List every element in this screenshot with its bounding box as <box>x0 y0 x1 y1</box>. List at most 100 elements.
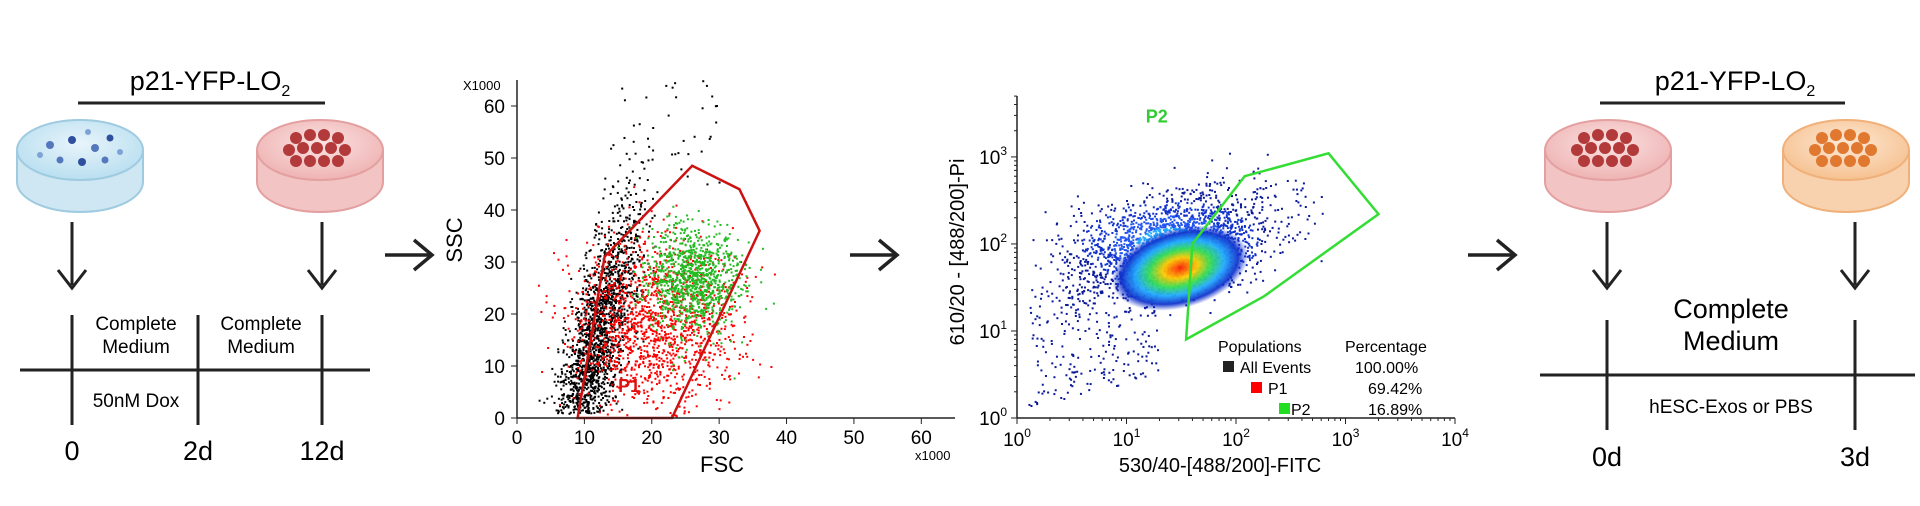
density-point <box>1115 261 1118 264</box>
scatter-point <box>689 305 692 308</box>
scatter-point <box>610 342 613 345</box>
scatter-point <box>586 241 589 244</box>
scatter-point <box>601 295 604 298</box>
scatter-point <box>655 328 658 331</box>
scatter-point <box>630 246 633 249</box>
scatter-point <box>680 290 683 293</box>
scatter-point <box>632 342 635 345</box>
scatter-point <box>623 314 626 317</box>
scatter-point <box>613 282 616 285</box>
scatter-point <box>603 320 606 323</box>
scatter-point <box>741 254 744 257</box>
scatter-point <box>616 309 619 312</box>
panel-1-dox-treatment: p21-YFP-LO2 <box>16 66 384 466</box>
scatter-point <box>684 343 687 346</box>
scatter-point <box>566 404 569 407</box>
scatter-point <box>668 270 671 273</box>
scatter-point <box>616 211 619 214</box>
scatter-point <box>701 317 704 320</box>
scatter-point <box>662 301 664 303</box>
scatter-point <box>597 385 600 388</box>
scatter-point <box>689 284 692 287</box>
scatter-point <box>702 314 705 317</box>
scatter-point <box>630 241 633 244</box>
scatter-point <box>662 270 665 273</box>
scatter-point <box>594 359 597 362</box>
scatter-point <box>678 296 681 298</box>
scatter-point <box>696 300 699 303</box>
scatter-point <box>611 355 614 357</box>
scatter-point <box>689 316 692 319</box>
density-point <box>1266 234 1269 237</box>
scatter-point <box>686 334 689 337</box>
scatter-point <box>597 382 600 385</box>
scatter-point <box>586 333 588 336</box>
scatter-point <box>596 360 599 363</box>
scatter-point <box>670 315 673 318</box>
scatter-point <box>585 388 588 391</box>
scatter-point <box>590 300 593 303</box>
scatter-point <box>627 320 630 323</box>
scatter-point <box>623 99 626 102</box>
scatter-point <box>731 284 734 287</box>
scatter-point <box>662 366 664 369</box>
scatter-point <box>674 391 676 394</box>
scatter-point <box>620 197 623 200</box>
scatter-point <box>711 312 714 315</box>
scatter-point <box>598 304 601 307</box>
scatter-point <box>671 319 674 322</box>
scatter-point <box>614 271 617 274</box>
scatter-point <box>646 350 649 353</box>
scatter-point <box>706 268 709 271</box>
scatter-point <box>633 239 636 242</box>
scatter-point <box>609 284 612 287</box>
scatter-point <box>568 272 571 275</box>
scatter-point <box>692 298 695 301</box>
scatter-point <box>657 312 660 315</box>
density-point <box>1274 220 1277 223</box>
scatter-point <box>580 369 583 372</box>
scatter-point <box>692 244 695 247</box>
scatter-point <box>541 371 544 373</box>
scatter-point <box>711 325 714 328</box>
scatter-point <box>695 342 697 345</box>
scatter-point <box>635 292 638 295</box>
scatter-point <box>725 290 727 293</box>
density-point <box>1233 231 1236 233</box>
scatter-point <box>716 254 719 257</box>
scatter-point <box>687 264 690 267</box>
scatter-point <box>675 237 678 240</box>
scatter-point <box>611 336 614 339</box>
scatter-point <box>593 364 596 367</box>
scatter-point <box>687 339 690 342</box>
scatter-point <box>603 341 606 344</box>
scatter-point <box>590 308 593 311</box>
scatter-point <box>719 332 722 335</box>
density-point <box>1078 283 1081 286</box>
scatter-point <box>627 360 630 363</box>
scatter-point <box>647 289 650 292</box>
scatter-point <box>602 315 605 318</box>
scatter-point <box>586 301 589 304</box>
scatter-point <box>627 269 630 272</box>
scatter-point <box>587 403 590 406</box>
scatter-point <box>648 310 651 312</box>
scatter-point <box>651 319 654 322</box>
scatter-point <box>604 346 607 349</box>
scatter-point <box>571 346 574 349</box>
scatter-point <box>560 388 563 391</box>
scatter-point <box>674 153 677 156</box>
scatter-point <box>687 275 690 278</box>
scatter-point <box>664 275 667 278</box>
scatter-point <box>728 254 731 257</box>
scatter-point <box>679 387 681 390</box>
density-point <box>1132 222 1135 225</box>
density-point <box>1089 266 1092 269</box>
scatter-point <box>702 255 705 258</box>
scatter-point <box>654 312 657 315</box>
density-point <box>1073 269 1076 272</box>
scatter-point <box>703 306 706 309</box>
density-point <box>1099 233 1102 236</box>
scatter-point <box>675 286 678 289</box>
scatter-point <box>626 246 629 249</box>
